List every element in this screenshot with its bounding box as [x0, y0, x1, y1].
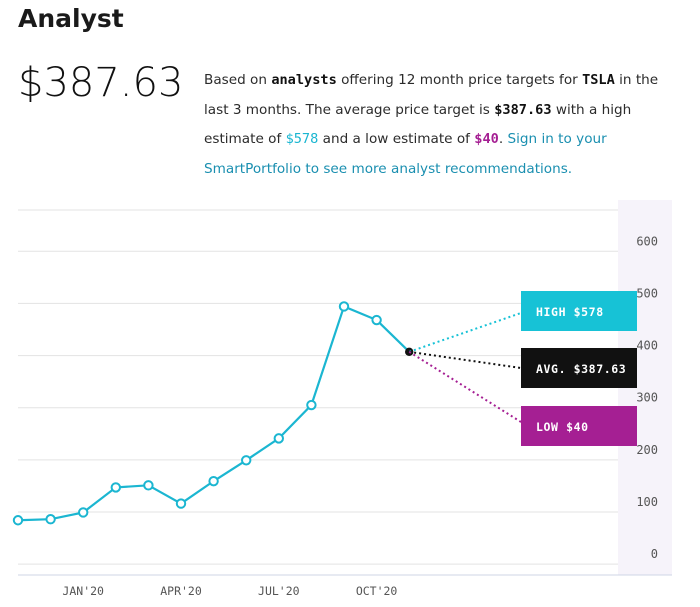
avg-target-label: AVG. $387.63	[536, 362, 626, 376]
data-point	[175, 498, 187, 509]
y-tick-label: 600	[636, 234, 658, 248]
data-point	[208, 475, 219, 487]
avg-target-box	[521, 348, 637, 388]
data-point	[45, 514, 56, 525]
summary-text-part: offering 12 month price targets for	[336, 72, 583, 88]
summary-text-part: Based on	[204, 72, 272, 88]
high-target-connector	[408, 312, 522, 353]
data-point	[12, 515, 24, 526]
low-target-label: LOW $40	[536, 420, 589, 434]
summary-analysts: analysts	[271, 72, 337, 88]
analyst-summary-text: Based on analysts offering 12 month pric…	[204, 66, 674, 184]
avg-target-connector	[409, 350, 522, 369]
average-price-target: $387.63	[18, 60, 184, 106]
data-point	[338, 301, 350, 312]
y-tick-label: 0	[651, 547, 658, 561]
x-tick-label: JUL'20	[258, 584, 300, 598]
data-point	[78, 507, 89, 518]
smartportfolio-signin-link[interactable]: Sign in to your SmartPortfolio to see mo…	[204, 131, 607, 177]
low-target-box	[521, 406, 637, 446]
data-point	[306, 399, 317, 411]
low-target-connector	[408, 350, 522, 423]
y-tick-label: 500	[636, 286, 658, 300]
x-tick-label: APR'20	[160, 584, 202, 598]
data-point	[273, 433, 284, 444]
high-target-box	[521, 291, 637, 331]
x-tick-label: OCT'20	[356, 584, 398, 598]
summary-low-estimate: $40	[474, 131, 499, 147]
data-point	[143, 480, 154, 491]
data-point	[371, 314, 382, 326]
data-point	[241, 455, 252, 466]
summary-text-part: with a high estimate of	[204, 101, 632, 148]
summary-ticker: TSLA	[582, 72, 615, 88]
y-tick-label: 200	[636, 443, 658, 457]
summary-text-part: .	[498, 131, 508, 147]
y-tick-label: 100	[636, 495, 658, 509]
high-target-label: HIGH $578	[536, 305, 604, 319]
data-point	[110, 482, 122, 493]
x-tick-label: JAN'20	[62, 584, 104, 598]
page-title: Analyst	[18, 4, 124, 33]
y-tick-label: 300	[636, 391, 658, 405]
summary-text-part: in the last 3 months. The average price …	[204, 72, 659, 118]
summary-average: $387.63	[494, 101, 552, 118]
summary-high-estimate: $578	[285, 131, 319, 147]
y-tick-label: 400	[636, 339, 658, 353]
summary-text-part: and a low estimate of	[318, 131, 475, 147]
price-series-line	[17, 304, 410, 522]
price-target-chart: 0 100 200 300 400 500 600 JAN'20 APR'20 JUL'20 OCT…	[12, 200, 672, 598]
